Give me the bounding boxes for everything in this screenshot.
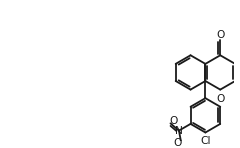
Text: O: O <box>169 116 178 126</box>
Text: N: N <box>175 126 183 136</box>
Text: O: O <box>216 30 224 40</box>
Text: O: O <box>216 94 224 104</box>
Text: O: O <box>174 139 182 148</box>
Text: Cl: Cl <box>200 136 211 146</box>
